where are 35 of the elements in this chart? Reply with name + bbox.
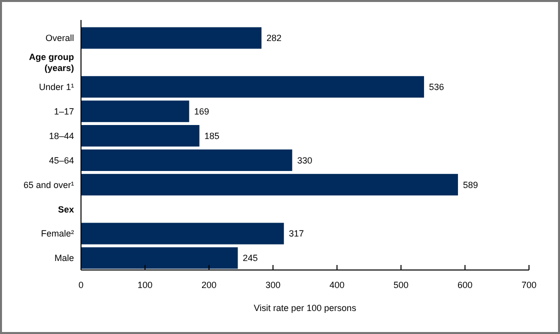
data-label: 245 [242, 253, 258, 264]
bar [81, 76, 424, 98]
data-label: 589 [462, 180, 478, 190]
bar [81, 222, 284, 244]
data-label: 169 [194, 106, 210, 116]
bar [81, 27, 262, 49]
data-label: 317 [288, 228, 304, 239]
bar [81, 149, 292, 171]
y-tick-label: Overall [45, 33, 74, 44]
y-tick-label: Under 1¹ [38, 82, 74, 92]
x-tick-label: 400 [329, 280, 345, 290]
y-tick-label: Male [54, 253, 74, 264]
y-tick-label: Age group (years) [29, 52, 74, 74]
x-tick-label: 200 [201, 280, 217, 290]
x-tick-label: 500 [393, 280, 409, 290]
bar [81, 174, 458, 196]
data-label: 282 [266, 33, 282, 44]
x-tick-label: 700 [521, 280, 537, 290]
x-tick-label: 600 [457, 280, 473, 290]
x-tick-label: 100 [137, 280, 153, 290]
y-tick-label: 65 and over¹ [23, 180, 74, 190]
bar [81, 100, 190, 122]
data-label: 536 [429, 82, 444, 92]
y-tick-label: 45–64 [48, 155, 74, 166]
data-label: 330 [297, 155, 312, 166]
data-label: 185 [204, 130, 220, 141]
y-tick-label: Female² [40, 228, 74, 239]
y-tick-label: 18–44 [48, 130, 74, 141]
y-tick-label: 1–17 [54, 106, 74, 116]
x-tick-label: 300 [265, 280, 281, 290]
y-tick-label: Sex [58, 204, 74, 214]
x-axis-title: Visit rate per 100 persons [254, 303, 357, 313]
bar [81, 125, 200, 147]
x-tick-label: 0 [78, 280, 84, 290]
bar [81, 247, 238, 269]
